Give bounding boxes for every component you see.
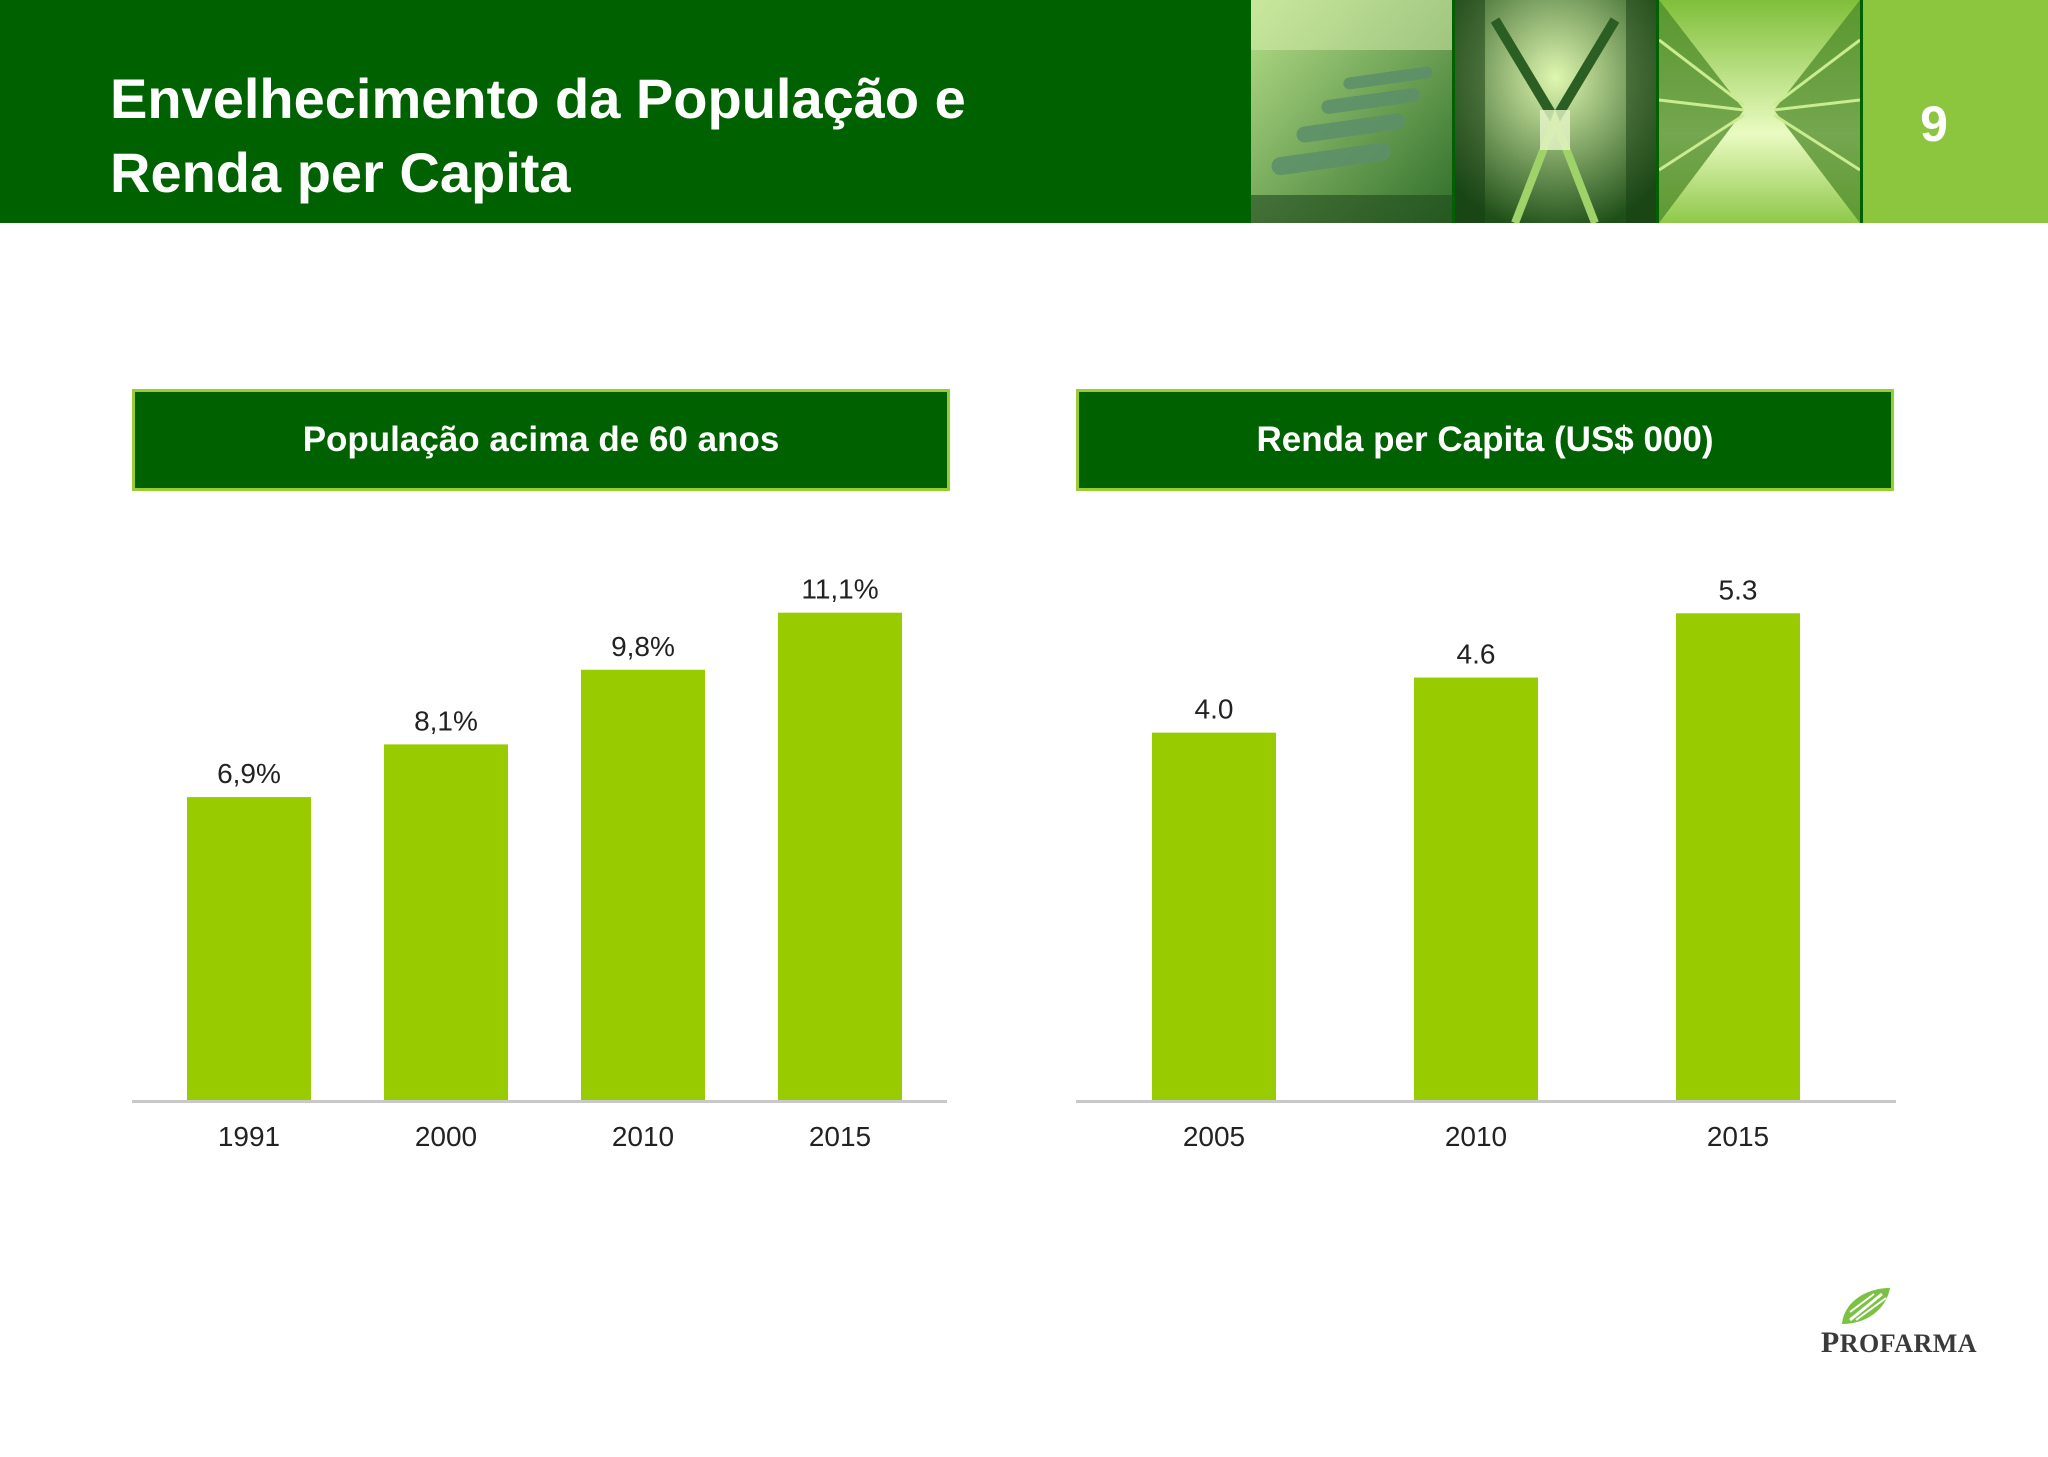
bar-2005 xyxy=(1152,732,1276,1100)
x-tick-label-2000: 2000 xyxy=(415,1121,477,1152)
logo-initial: P xyxy=(1820,1326,1840,1359)
warehouse-photo xyxy=(1659,0,1860,223)
page-title-line-2: Renda per Capita xyxy=(110,141,571,204)
x-tick-label-2015: 2015 xyxy=(1707,1121,1769,1152)
data-label-2015: 11,1% xyxy=(801,574,878,605)
x-tick-label-2010: 2010 xyxy=(1445,1121,1507,1152)
chart-population: 6,9% 1991 8,1% 2000 9,8% 2010 11,1% 2015 xyxy=(132,560,950,1160)
data-label-2010: 4.6 xyxy=(1457,639,1496,670)
data-label-1991: 6,9% xyxy=(217,758,281,789)
chart-income-svg: 4.0 2005 4.6 2010 5.3 2015 xyxy=(1076,574,1896,1152)
header-banner: Envelhecimento da População e Renda per … xyxy=(0,0,2048,223)
chart-title-population: População acima de 60 anos xyxy=(132,389,950,491)
x-tick-label-2010: 2010 xyxy=(612,1121,674,1152)
x-tick-label-2005: 2005 xyxy=(1183,1121,1245,1152)
page-number-box: 9 xyxy=(1863,0,2048,223)
data-label-2015: 5.3 xyxy=(1719,574,1758,605)
data-label-2010: 9,8% xyxy=(611,631,675,662)
machine-photo xyxy=(1455,0,1656,223)
bar-2000 xyxy=(384,744,508,1100)
page-number: 9 xyxy=(1920,96,1948,152)
bar-2010 xyxy=(1414,677,1538,1100)
conveyor-photo xyxy=(1251,0,1452,223)
data-label-2000: 8,1% xyxy=(414,705,478,736)
page-title-line-1: Envelhecimento da População e xyxy=(110,67,966,130)
x-tick-label-1991: 1991 xyxy=(218,1121,280,1152)
chart-income: 4.0 2005 4.6 2010 5.3 2015 xyxy=(1076,560,1896,1160)
bar-1991 xyxy=(187,797,311,1100)
chart-population-svg: 6,9% 1991 8,1% 2000 9,8% 2010 11,1% 2015 xyxy=(132,574,947,1152)
x-tick-label-2015: 2015 xyxy=(809,1121,871,1152)
data-label-2005: 4.0 xyxy=(1195,694,1234,725)
profarma-wordmark: PROFARMA xyxy=(1814,1326,1984,1360)
bar-2010 xyxy=(581,669,705,1100)
profarma-leaf-icon xyxy=(1842,1288,1890,1324)
bar-2015 xyxy=(1676,613,1800,1100)
chart-title-income: Renda per Capita (US$ 000) xyxy=(1076,389,1894,491)
profarma-logo: PROFARMA xyxy=(1814,1280,1984,1360)
page-title: Envelhecimento da População e Renda per … xyxy=(110,62,1210,210)
logo-rest: ROFARMA xyxy=(1839,1329,1978,1358)
bar-2015 xyxy=(778,612,902,1100)
